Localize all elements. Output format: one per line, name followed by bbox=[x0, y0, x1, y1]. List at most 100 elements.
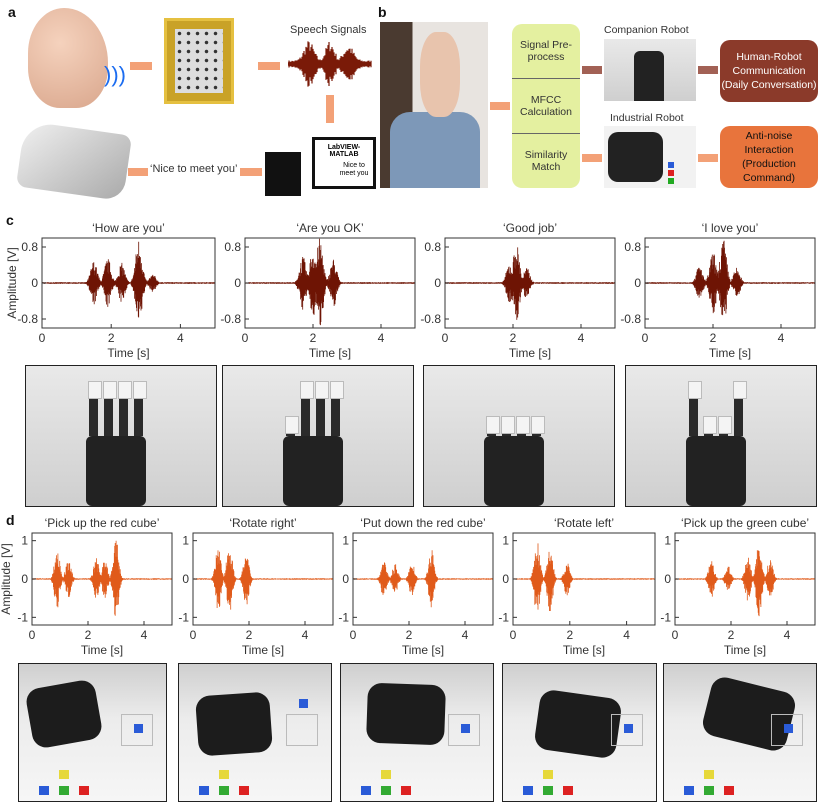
computer-tower-icon bbox=[265, 152, 301, 196]
chart-title: ‘How are you’ bbox=[92, 221, 165, 235]
x-axis-label: Time [s] bbox=[724, 643, 766, 657]
chart-title: ‘Good job’ bbox=[503, 221, 557, 235]
x-axis-label: Time [s] bbox=[242, 643, 284, 657]
y-tick-label: 0 bbox=[502, 572, 509, 586]
panel-label-c: c bbox=[6, 212, 14, 228]
x-tick-label: 2 bbox=[108, 331, 115, 345]
arrow bbox=[258, 62, 280, 70]
industrial-robot-photo bbox=[604, 126, 696, 188]
x-tick-label: 2 bbox=[510, 331, 517, 345]
robot-hand-photo bbox=[625, 365, 817, 507]
step-similarity-match: Similarity Match bbox=[524, 149, 568, 173]
y-tick-label: -1 bbox=[178, 610, 189, 624]
y-tick-label: -1 bbox=[498, 610, 509, 624]
processing-pipeline: Signal Pre-process MFCC Calculation Simi… bbox=[512, 24, 580, 188]
panel-label-d: d bbox=[6, 512, 15, 528]
arrow bbox=[490, 102, 510, 110]
x-tick-label: 0 bbox=[350, 628, 357, 642]
x-tick-label: 4 bbox=[141, 628, 148, 642]
y-tick-label: 1 bbox=[21, 534, 28, 548]
y-tick-label: 1 bbox=[502, 534, 509, 548]
x-tick-label: 0 bbox=[510, 628, 517, 642]
industrial-robot-label: Industrial Robot bbox=[610, 112, 684, 124]
y-tick-label: 0 bbox=[664, 572, 671, 586]
industrial-robot-photo bbox=[340, 663, 494, 802]
x-axis-label: Time [s] bbox=[81, 643, 123, 657]
x-tick-label: 4 bbox=[177, 331, 184, 345]
x-tick-label: 4 bbox=[462, 628, 469, 642]
y-axis-label: Amplitude [V] bbox=[0, 543, 13, 614]
y-tick-label: -1 bbox=[17, 610, 28, 624]
y-tick-label: 0.8 bbox=[224, 240, 241, 254]
waveform-line bbox=[512, 543, 656, 611]
x-tick-label: 0 bbox=[672, 628, 679, 642]
y-tick-label: 0 bbox=[434, 276, 441, 290]
waveform-line bbox=[352, 550, 494, 608]
x-tick-label: 0 bbox=[190, 628, 197, 642]
y-axis-label: Amplitude [V] bbox=[5, 247, 19, 318]
y-tick-label: 0 bbox=[342, 572, 349, 586]
waveform-line bbox=[41, 241, 216, 318]
arrow-down bbox=[326, 95, 334, 123]
arrow-left bbox=[240, 168, 262, 176]
x-tick-label: 2 bbox=[710, 331, 717, 345]
y-tick-label: 0 bbox=[31, 276, 38, 290]
x-tick-label: 2 bbox=[406, 628, 413, 642]
x-axis-label: Time [s] bbox=[309, 346, 351, 360]
robot-hand-photo bbox=[423, 365, 615, 507]
arrow bbox=[582, 154, 602, 162]
x-tick-label: 0 bbox=[642, 331, 649, 345]
x-axis-label: Time [s] bbox=[509, 346, 551, 360]
chart-title: ‘Put down the red cube’ bbox=[360, 516, 485, 530]
y-tick-label: 1 bbox=[182, 534, 189, 548]
arrow-left bbox=[128, 168, 148, 176]
arrow bbox=[698, 154, 718, 162]
industrial-robot-photo bbox=[178, 663, 332, 802]
y-tick-label: 0 bbox=[234, 276, 241, 290]
mini-waveform bbox=[288, 41, 372, 87]
x-tick-label: 4 bbox=[302, 628, 309, 642]
output-phrase: ‘Nice to meet you’ bbox=[150, 163, 238, 175]
x-axis-label: Time [s] bbox=[107, 346, 149, 360]
y-tick-label: -1 bbox=[660, 610, 671, 624]
companion-application-box: Human-Robot Communication (Daily Convers… bbox=[720, 40, 818, 102]
y-tick-label: -1 bbox=[338, 610, 349, 624]
x-tick-label: 0 bbox=[29, 628, 36, 642]
chart-title: ‘Pick up the red cube’ bbox=[45, 516, 160, 530]
y-tick-label: -0.8 bbox=[620, 312, 641, 326]
y-tick-label: 1 bbox=[342, 534, 349, 548]
wearer-photo bbox=[380, 22, 488, 188]
companion-robot-photo bbox=[604, 39, 696, 101]
industrial-robot-photo bbox=[502, 663, 657, 802]
x-tick-label: 2 bbox=[728, 628, 735, 642]
y-tick-label: 0.8 bbox=[424, 240, 441, 254]
waveform-line bbox=[31, 540, 173, 616]
x-tick-label: 0 bbox=[39, 331, 46, 345]
sound-wave-icon: ))) bbox=[104, 62, 126, 87]
waveform-line bbox=[244, 238, 416, 326]
x-axis-label: Time [s] bbox=[402, 643, 444, 657]
x-axis-label: Time [s] bbox=[709, 346, 751, 360]
monitor-icon: LabVIEW-MATLAB Nice to meet you bbox=[312, 137, 376, 189]
screen-text: Nice to meet you bbox=[339, 162, 369, 177]
industrial-robot-photo bbox=[663, 663, 817, 802]
x-tick-label: 2 bbox=[85, 628, 92, 642]
y-tick-label: 0 bbox=[21, 572, 28, 586]
industrial-application-box: Anti-noise Interaction (Production Comma… bbox=[720, 126, 818, 188]
x-tick-label: 4 bbox=[623, 628, 630, 642]
x-tick-label: 0 bbox=[242, 331, 249, 345]
x-tick-label: 0 bbox=[442, 331, 449, 345]
y-tick-label: -0.8 bbox=[17, 312, 38, 326]
x-tick-label: 2 bbox=[310, 331, 317, 345]
